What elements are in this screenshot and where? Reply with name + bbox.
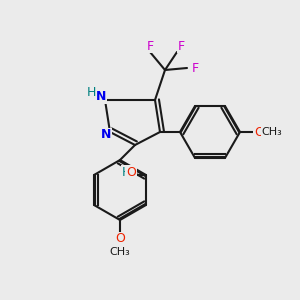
Text: F: F: [191, 61, 199, 74]
Text: N: N: [96, 91, 106, 103]
Text: F: F: [146, 40, 154, 52]
Text: O: O: [126, 166, 136, 178]
Text: H: H: [86, 85, 96, 98]
Text: CH₃: CH₃: [110, 247, 130, 257]
Text: O: O: [254, 125, 264, 139]
Text: N: N: [101, 128, 111, 142]
Text: H: H: [121, 166, 131, 178]
Text: CH₃: CH₃: [262, 127, 282, 137]
Text: O: O: [115, 232, 125, 245]
Text: F: F: [177, 40, 184, 52]
